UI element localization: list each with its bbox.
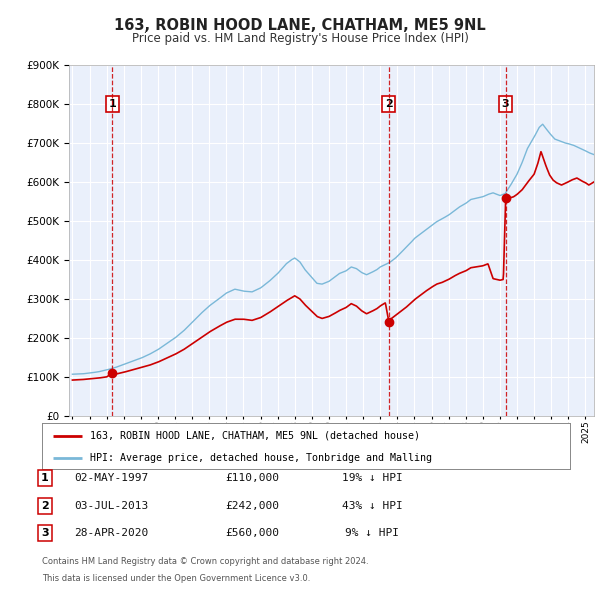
Text: 43% ↓ HPI: 43% ↓ HPI (341, 501, 403, 510)
Text: 03-JUL-2013: 03-JUL-2013 (74, 501, 148, 510)
Text: 19% ↓ HPI: 19% ↓ HPI (341, 473, 403, 483)
Text: 28-APR-2020: 28-APR-2020 (74, 529, 148, 538)
Text: 1: 1 (41, 473, 49, 483)
Text: Price paid vs. HM Land Registry's House Price Index (HPI): Price paid vs. HM Land Registry's House … (131, 32, 469, 45)
Text: 1: 1 (109, 99, 116, 109)
Text: £560,000: £560,000 (225, 529, 279, 538)
Text: This data is licensed under the Open Government Licence v3.0.: This data is licensed under the Open Gov… (42, 574, 310, 583)
Text: £242,000: £242,000 (225, 501, 279, 510)
Text: 2: 2 (385, 99, 392, 109)
Text: Contains HM Land Registry data © Crown copyright and database right 2024.: Contains HM Land Registry data © Crown c… (42, 558, 368, 566)
Text: 163, ROBIN HOOD LANE, CHATHAM, ME5 9NL: 163, ROBIN HOOD LANE, CHATHAM, ME5 9NL (114, 18, 486, 32)
Text: 9% ↓ HPI: 9% ↓ HPI (345, 529, 399, 538)
Text: 3: 3 (41, 529, 49, 538)
Text: 3: 3 (502, 99, 509, 109)
Text: HPI: Average price, detached house, Tonbridge and Malling: HPI: Average price, detached house, Tonb… (89, 453, 431, 463)
Text: 163, ROBIN HOOD LANE, CHATHAM, ME5 9NL (detached house): 163, ROBIN HOOD LANE, CHATHAM, ME5 9NL (… (89, 431, 419, 441)
Text: £110,000: £110,000 (225, 473, 279, 483)
Text: 2: 2 (41, 501, 49, 510)
Text: 02-MAY-1997: 02-MAY-1997 (74, 473, 148, 483)
